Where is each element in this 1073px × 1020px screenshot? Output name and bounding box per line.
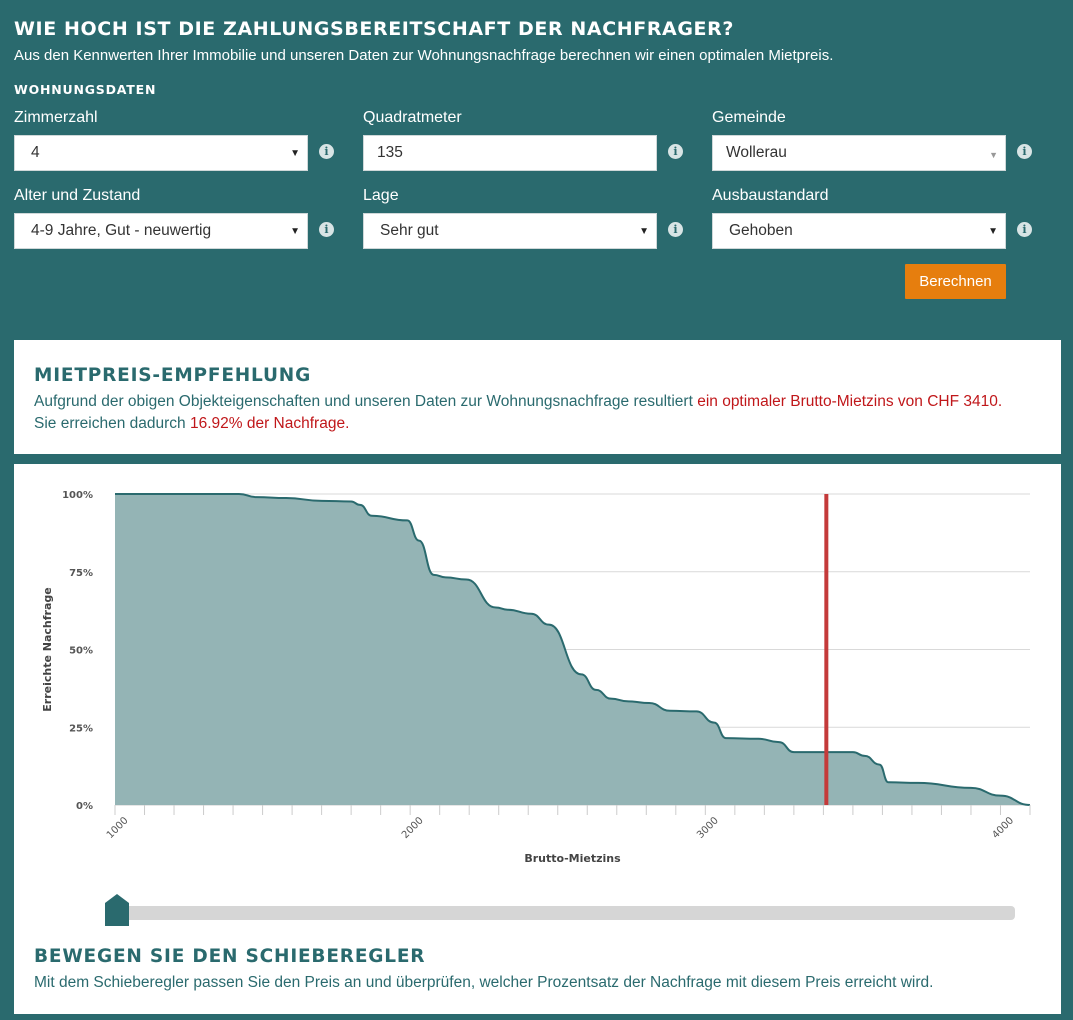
- zimmerzahl-info-icon[interactable]: i: [319, 144, 334, 159]
- alter-info-icon[interactable]: i: [319, 222, 334, 237]
- alter-select[interactable]: 4-9 Jahre, Gut - neuwertig ▼: [14, 213, 308, 249]
- dropdown-arrow-icon: ▼: [290, 148, 300, 159]
- price-slider-handle[interactable]: [105, 894, 129, 926]
- ausbau-label: Ausbaustandard: [712, 187, 829, 204]
- alter-label: Alter und Zustand: [14, 187, 141, 204]
- page-subtitle: Aus den Kennwerten Ihrer Immobilie und u…: [14, 47, 834, 64]
- y-axis-label: Erreichte Nachfrage: [41, 587, 54, 711]
- demand-chart: 1000 2000 3000 4000 100% 75% 50% 25% 0% Brutto-…: [41, 490, 1031, 865]
- recommendation-price: ein optimaler Brutto-Mietzins von CHF 34…: [697, 393, 1003, 410]
- zimmerzahl-value: 4: [31, 144, 40, 161]
- zimmerzahl-select[interactable]: 4 ▼: [14, 135, 308, 171]
- ausbau-select[interactable]: Gehoben ▼: [712, 213, 1006, 249]
- lage-label: Lage: [363, 187, 399, 204]
- alter-value: 4-9 Jahre, Gut - neuwertig: [31, 222, 212, 239]
- recommendation-percentage: 16.92% der Nachfrage.: [189, 415, 350, 432]
- lage-info-icon[interactable]: i: [668, 222, 683, 237]
- dropdown-arrow-icon: ▼: [988, 226, 998, 237]
- y-tick-label: 100%: [62, 490, 93, 501]
- quadratmeter-info-icon[interactable]: i: [668, 144, 683, 159]
- recommendation-text-2: Sie erreichen dadurch: [34, 415, 190, 432]
- y-tick-label: 0%: [76, 801, 93, 812]
- slider-heading: BEWEGEN SIE DEN SCHIEBEREGLER: [34, 946, 426, 967]
- recommendation-heading: MIETPREIS-EMPFEHLUNG: [34, 365, 312, 386]
- demand-area: [115, 494, 1030, 805]
- recommendation-panel: MIETPREIS-EMPFEHLUNG Aufgrund der obigen…: [14, 340, 1061, 454]
- slider-description: Mit dem Schieberegler passen Sie den Pre…: [34, 974, 934, 991]
- price-slider-track[interactable]: [108, 906, 1015, 920]
- dropdown-arrow-icon: ▼: [290, 226, 300, 237]
- gemeinde-value: Wollerau: [726, 144, 787, 161]
- y-tick-label: 50%: [69, 646, 93, 657]
- recommendation-text-1: Aufgrund der obigen Objekteigenschaften …: [34, 393, 698, 410]
- section-label-wohnungsdaten: WOHNUNGSDATEN: [14, 82, 157, 97]
- y-tick-label: 25%: [69, 723, 93, 734]
- zimmerzahl-label: Zimmerzahl: [14, 109, 98, 126]
- x-tick-label: 1000: [105, 815, 131, 841]
- quadratmeter-input[interactable]: 135: [363, 135, 657, 171]
- recommendation-text: Aufgrund der obigen Objekteigenschaften …: [34, 391, 1041, 435]
- dropdown-arrow-icon: ▼: [989, 150, 998, 160]
- gemeinde-select[interactable]: Wollerau ▼: [712, 135, 1006, 171]
- ausbau-info-icon[interactable]: i: [1017, 222, 1032, 237]
- quadratmeter-label: Quadratmeter: [363, 109, 462, 126]
- lage-value: Sehr gut: [380, 222, 439, 239]
- dropdown-arrow-icon: ▼: [639, 226, 649, 237]
- gemeinde-info-icon[interactable]: i: [1017, 144, 1032, 159]
- ausbau-value: Gehoben: [729, 222, 793, 239]
- x-tick-label: 4000: [990, 815, 1016, 841]
- y-tick-label: 75%: [69, 568, 93, 579]
- x-tick-label: 3000: [695, 815, 721, 841]
- page-title: WIE HOCH IST DIE ZAHLUNGSBEREITSCHAFT DE…: [14, 18, 734, 40]
- x-tick-label: 2000: [400, 815, 426, 841]
- demand-line: [115, 493, 1031, 806]
- berechnen-button[interactable]: Berechnen: [905, 264, 1006, 299]
- x-axis-label: Brutto-Mietzins: [524, 852, 621, 865]
- gemeinde-label: Gemeinde: [712, 109, 786, 126]
- lage-select[interactable]: Sehr gut ▼: [363, 213, 657, 249]
